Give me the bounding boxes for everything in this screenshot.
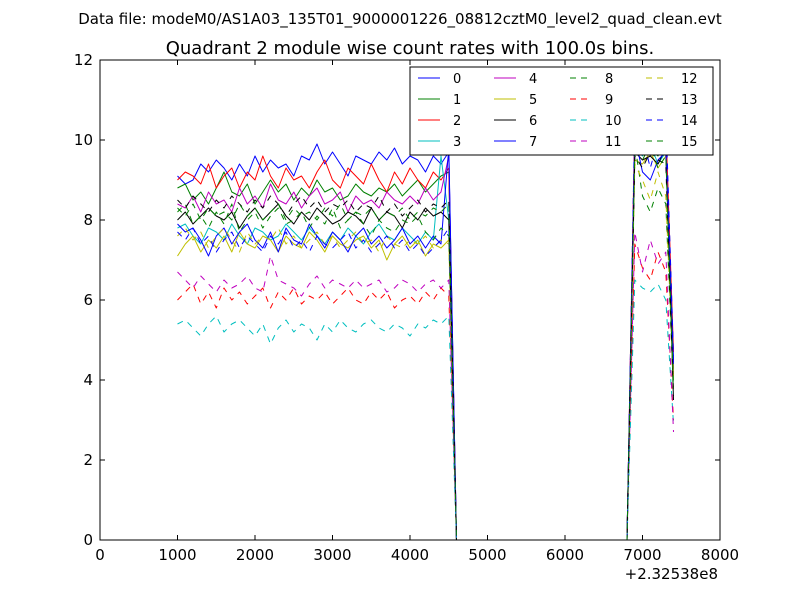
x-tick-label: 5000 (468, 546, 506, 564)
y-tick-label: 12 (74, 51, 93, 69)
axis-ticks (99, 59, 721, 541)
x-tick-label: 1000 (158, 546, 196, 564)
series-line-14 (177, 111, 674, 541)
series-line-9 (177, 243, 674, 541)
series-line-8 (177, 143, 674, 541)
axis-tick-labels: 0 1000 2000 3000 4000 5000 6000 7000 80000246810… (74, 51, 739, 564)
figure-suptitle: Data file: modeM0/AS1A03_135T01_90000012… (78, 10, 722, 29)
x-tick-label: 0 (95, 546, 105, 564)
x-tick-label: 6000 (546, 546, 584, 564)
series-line-4 (177, 127, 674, 541)
legend-label-9: 9 (605, 93, 613, 108)
y-tick-label: 2 (83, 451, 93, 469)
legend-label-15: 15 (681, 135, 698, 150)
legend-label-12: 12 (681, 72, 698, 87)
legend-frame (409, 66, 714, 156)
series-line-10 (177, 279, 674, 541)
series-line-3 (177, 143, 674, 541)
y-tick-label: 4 (83, 371, 93, 389)
x-tick-label: 7000 (623, 546, 661, 564)
legend-label-6: 6 (529, 114, 537, 129)
legend-label-0: 0 (453, 72, 461, 87)
legend-label-3: 3 (453, 135, 461, 150)
legend-label-1: 1 (453, 93, 461, 108)
legend-label-2: 2 (453, 114, 461, 129)
legend-label-11: 11 (605, 135, 622, 150)
series-line-12 (177, 163, 674, 541)
y-tick-label: 6 (83, 291, 93, 309)
legend-label-10: 10 (605, 114, 622, 129)
legend-label-7: 7 (529, 135, 537, 150)
y-tick-label: 10 (74, 131, 93, 149)
series-line-5 (177, 151, 674, 541)
legend-label-14: 14 (681, 114, 698, 129)
legend-label-4: 4 (529, 72, 537, 87)
series-line-2 (177, 119, 674, 541)
x-tick-label: 3000 (313, 546, 351, 564)
series-line-6 (177, 147, 674, 541)
x-tick-label: 4000 (391, 546, 429, 564)
legend-label-8: 8 (605, 72, 613, 87)
y-tick-label: 8 (83, 211, 93, 229)
x-tick-label: 8000 (701, 546, 739, 564)
series-line-1 (177, 127, 674, 541)
series-line-11 (177, 231, 674, 541)
series-line-13 (177, 151, 674, 541)
series-line-15 (177, 143, 674, 541)
y-tick-label: 0 (83, 531, 93, 549)
series-line-0 (177, 123, 674, 541)
legend-label-5: 5 (529, 93, 537, 108)
plot-lines (177, 111, 674, 541)
legend-label-13: 13 (681, 93, 698, 108)
chart-title: Quadrant 2 module wise count rates with … (166, 38, 655, 59)
x-tick-label: 2000 (236, 546, 274, 564)
x-offset-label: +2.32538e8 (625, 565, 718, 583)
